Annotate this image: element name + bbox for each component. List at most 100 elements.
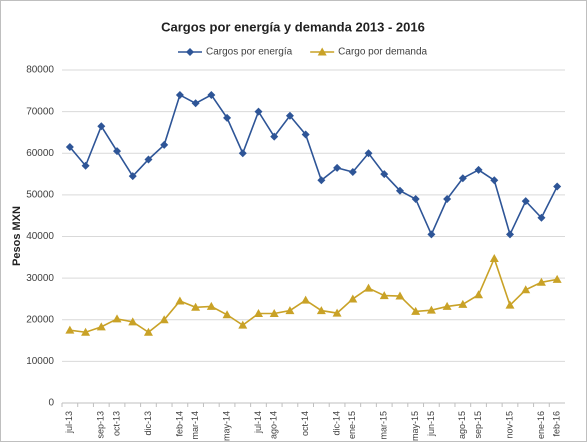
y-tick-label: 50000 bbox=[26, 190, 54, 201]
point bbox=[317, 47, 327, 56]
point bbox=[159, 315, 169, 324]
series-line bbox=[69, 93, 558, 237]
x-tick-label: dic-13 bbox=[143, 411, 153, 436]
point bbox=[474, 165, 483, 174]
point bbox=[379, 291, 389, 300]
point bbox=[348, 294, 358, 303]
point bbox=[301, 295, 311, 304]
point bbox=[285, 306, 295, 315]
x-tick-label: may-15 bbox=[410, 411, 420, 441]
x-tick-label: oct-13 bbox=[111, 411, 121, 436]
point bbox=[316, 306, 326, 315]
point bbox=[81, 327, 91, 336]
x-tick-label: feb-16 bbox=[552, 411, 562, 437]
x-tick-label: mar-14 bbox=[190, 411, 200, 440]
point bbox=[223, 113, 232, 122]
point bbox=[222, 310, 232, 319]
x-tick-label: jul-14 bbox=[253, 411, 263, 434]
point bbox=[175, 296, 185, 305]
x-tick-label: jun-15 bbox=[426, 411, 436, 437]
point bbox=[97, 122, 106, 131]
point bbox=[112, 314, 122, 323]
y-axis-title: Pesos MXN bbox=[11, 206, 23, 266]
point bbox=[285, 111, 294, 120]
point bbox=[254, 107, 263, 116]
point bbox=[458, 299, 468, 308]
point bbox=[317, 176, 326, 185]
point bbox=[175, 90, 184, 99]
y-tick-label: 20000 bbox=[26, 314, 54, 325]
x-tick-label: ago-14 bbox=[269, 411, 279, 439]
point bbox=[411, 195, 420, 204]
point bbox=[536, 277, 546, 286]
y-tick-label: 10000 bbox=[26, 356, 54, 367]
point bbox=[144, 155, 153, 164]
y-tick-label: 40000 bbox=[26, 231, 54, 242]
point bbox=[332, 308, 342, 317]
point bbox=[81, 161, 90, 170]
point bbox=[364, 283, 374, 292]
point bbox=[238, 320, 248, 329]
point bbox=[333, 163, 342, 172]
point bbox=[253, 309, 263, 318]
point bbox=[380, 170, 389, 179]
point bbox=[206, 301, 216, 310]
point bbox=[537, 213, 546, 222]
point bbox=[474, 290, 484, 299]
point bbox=[270, 132, 279, 141]
point bbox=[521, 197, 530, 206]
x-tick-label: may-14 bbox=[221, 411, 231, 441]
point bbox=[191, 99, 200, 108]
point bbox=[128, 172, 137, 181]
chart-title: Cargos por energía y demanda 2013 - 2016 bbox=[161, 19, 425, 34]
point bbox=[160, 140, 169, 149]
point bbox=[186, 48, 194, 56]
point bbox=[411, 306, 421, 315]
x-tick-label: jul-13 bbox=[64, 411, 74, 434]
x-tick-label: ene-16 bbox=[536, 411, 546, 439]
point bbox=[458, 174, 467, 183]
x-tick-label: sep-15 bbox=[473, 411, 483, 439]
x-tick-label: ago-15 bbox=[457, 411, 467, 439]
point bbox=[553, 182, 562, 191]
point bbox=[301, 130, 310, 139]
point bbox=[490, 176, 499, 185]
point bbox=[426, 305, 436, 314]
legend-label: Cargo por demanda bbox=[338, 47, 427, 58]
point bbox=[427, 230, 436, 239]
point bbox=[443, 195, 452, 204]
point bbox=[364, 149, 373, 158]
point bbox=[113, 147, 122, 156]
point bbox=[238, 149, 247, 158]
x-tick-label: oct-14 bbox=[300, 411, 310, 436]
x-tick-label: sep-13 bbox=[96, 411, 106, 439]
x-tick-label: dic-14 bbox=[331, 411, 341, 436]
y-tick-label: 80000 bbox=[26, 65, 54, 76]
y-tick-label: 60000 bbox=[26, 148, 54, 159]
point bbox=[505, 300, 515, 309]
point bbox=[96, 322, 106, 331]
point bbox=[128, 317, 138, 326]
point bbox=[269, 309, 279, 318]
y-tick-label: 30000 bbox=[26, 273, 54, 284]
point bbox=[143, 327, 153, 336]
y-tick-label: 70000 bbox=[26, 106, 54, 117]
x-tick-label: nov-15 bbox=[504, 411, 514, 439]
point bbox=[65, 325, 75, 334]
x-tick-label: mar-15 bbox=[379, 411, 389, 440]
point bbox=[505, 230, 514, 239]
point bbox=[395, 291, 405, 300]
point bbox=[521, 285, 531, 294]
x-tick-label: feb-14 bbox=[174, 411, 184, 437]
point bbox=[65, 143, 74, 152]
point bbox=[207, 90, 216, 99]
point bbox=[395, 186, 404, 195]
point bbox=[442, 301, 452, 310]
point bbox=[191, 302, 201, 311]
legend-label: Cargos por energía bbox=[206, 47, 293, 58]
point bbox=[489, 254, 499, 263]
point bbox=[552, 274, 562, 283]
y-tick-label: 0 bbox=[48, 398, 54, 409]
